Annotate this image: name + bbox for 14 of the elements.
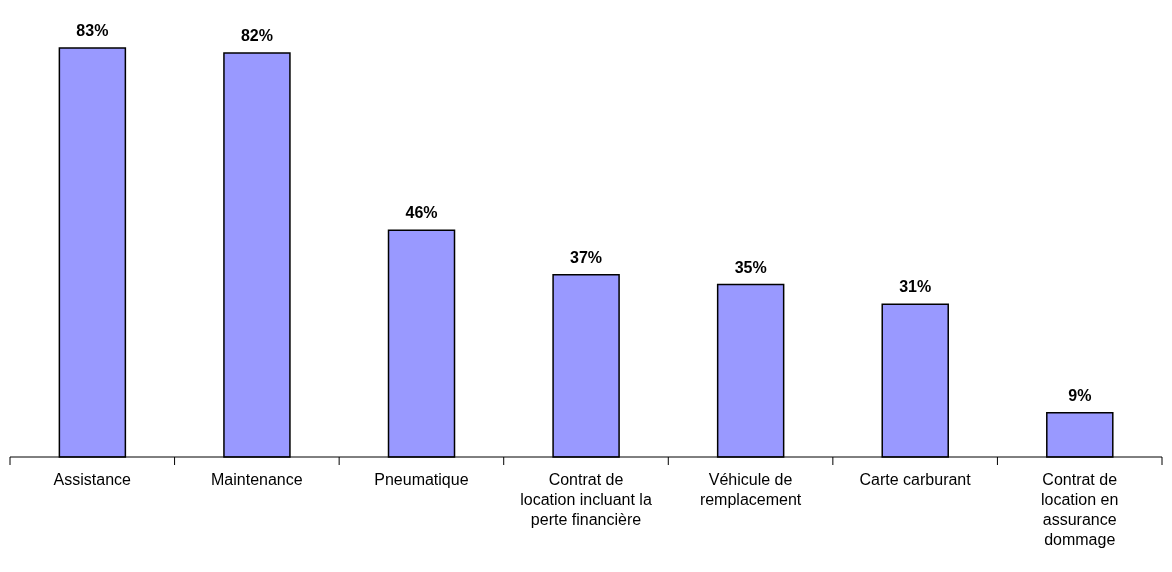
data-label: 31% bbox=[899, 278, 932, 296]
x-tick-label: Carte carburant bbox=[859, 471, 972, 488]
x-tick-label: Maintenance bbox=[211, 471, 303, 488]
x-tick-label: Pneumatique bbox=[374, 471, 469, 488]
x-tick-label: Contrat de location incluant la perte financière bbox=[520, 471, 652, 528]
x-tick-label: Assistance bbox=[53, 471, 132, 488]
data-label: 82% bbox=[240, 26, 273, 44]
x-tick-label: Véhicule de remplacement bbox=[699, 471, 802, 508]
data-label: 37% bbox=[570, 248, 603, 266]
data-label: 46% bbox=[405, 204, 438, 222]
data-label: 9% bbox=[1068, 386, 1092, 404]
data-label: 35% bbox=[734, 258, 767, 276]
data-label: 83% bbox=[76, 22, 109, 39]
x-tick-label: Contrat de location en assurance dommage bbox=[1041, 471, 1119, 548]
